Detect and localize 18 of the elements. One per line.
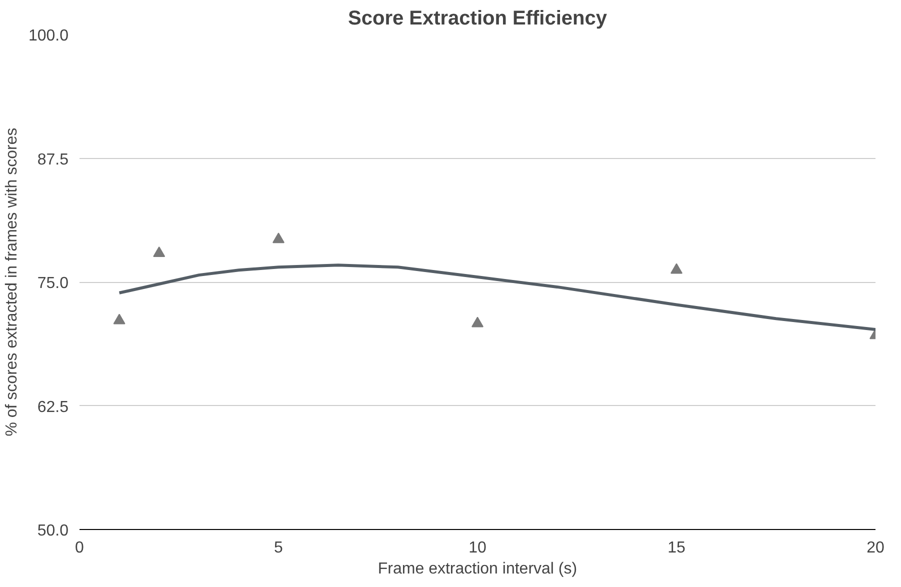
y-tick-label: 87.5 xyxy=(37,151,69,168)
y-axis-title: % of scores extracted in frames with scores xyxy=(3,128,20,436)
point xyxy=(272,232,284,244)
x-tick-label: 0 xyxy=(75,540,84,556)
x-tick-label: 15 xyxy=(668,540,686,556)
y-tick-label: 62.5 xyxy=(37,398,69,416)
chart-title: Score Extraction Efficiency xyxy=(348,8,608,30)
point xyxy=(472,316,484,328)
y-tick-label: 50.0 xyxy=(37,522,69,540)
point xyxy=(153,246,166,257)
x-tick-label: 10 xyxy=(468,540,486,556)
point xyxy=(113,314,126,324)
point xyxy=(670,263,682,274)
x-tick-label: 20 xyxy=(866,540,884,556)
x-axis-title: Frame extraction interval (s) xyxy=(378,560,578,578)
y-tick-label: 75.0 xyxy=(37,275,69,292)
x-tick-label: 5 xyxy=(274,540,284,556)
y-tick-label: 100.0 xyxy=(28,28,69,44)
